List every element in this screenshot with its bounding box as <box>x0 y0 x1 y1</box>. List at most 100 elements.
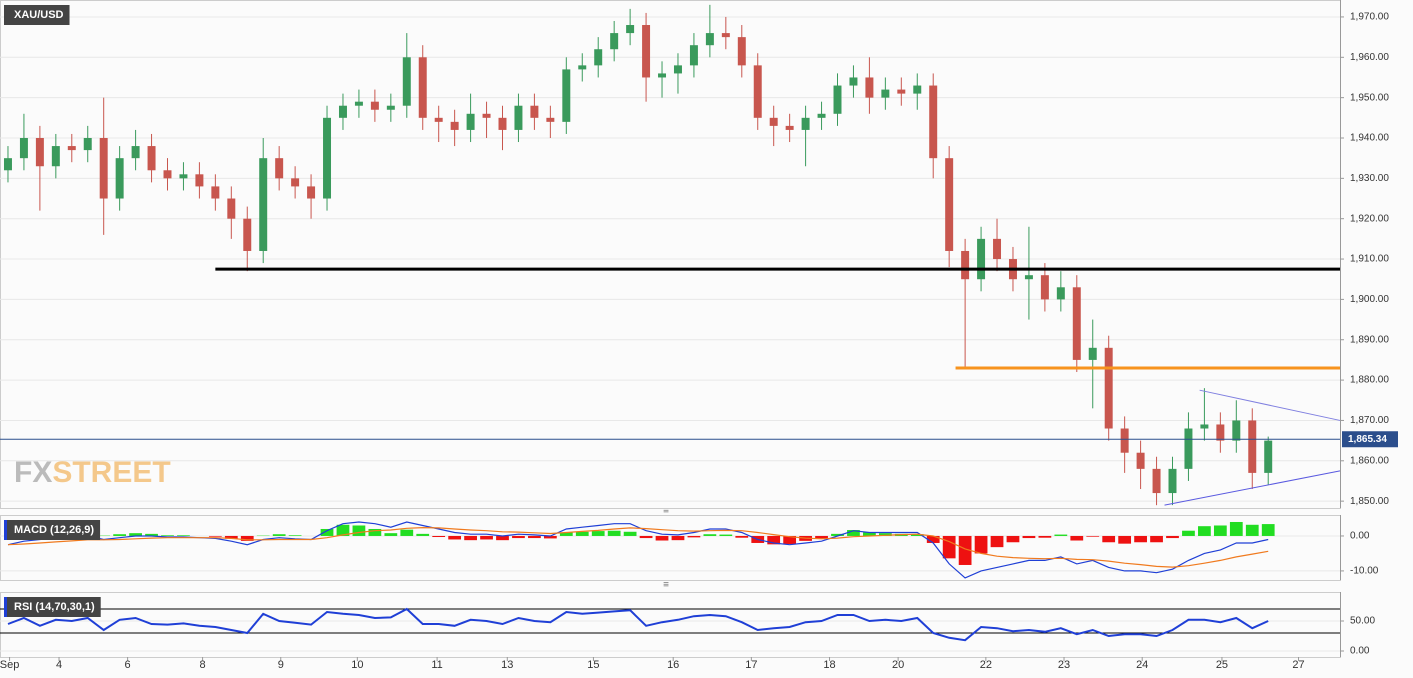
y-tick-label: 1,880.00 <box>1350 375 1389 386</box>
candle-body <box>562 69 571 122</box>
candle-body <box>753 65 762 118</box>
histogram-bar <box>639 535 653 539</box>
panel-title: RSI (14,70,30,1) <box>14 601 95 613</box>
candle-body <box>498 117 507 130</box>
histogram-bar <box>1118 535 1132 544</box>
histogram-bar <box>496 535 509 541</box>
histogram-bar <box>719 534 733 536</box>
histogram-bar <box>847 530 860 536</box>
histogram-bar <box>1213 525 1227 536</box>
histogram-bar <box>767 535 781 545</box>
histogram-bar <box>272 534 286 536</box>
candle-body <box>370 101 379 110</box>
y-tick-label: 0.00 <box>1350 531 1370 542</box>
histogram-bar <box>145 533 158 536</box>
candle-body <box>530 105 539 118</box>
candle-body <box>195 174 204 187</box>
histogram-bar <box>1198 526 1211 536</box>
x-tick-label: 25 <box>1216 659 1228 671</box>
candle-body <box>402 57 411 106</box>
candle-body <box>1120 428 1129 453</box>
y-tick-label: 1,910.00 <box>1350 254 1389 265</box>
panel-title: XAU/USD <box>14 9 64 21</box>
candle-body <box>3 158 12 171</box>
histogram-bar <box>735 535 749 538</box>
histogram-bar <box>288 535 302 536</box>
x-tick-label: 10 <box>351 659 363 671</box>
candle-body <box>881 89 890 98</box>
candle-body <box>865 77 874 98</box>
candle-body <box>817 113 826 118</box>
candle-body <box>785 125 794 130</box>
histogram-bar <box>161 535 174 536</box>
y-tick-label: 1,850.00 <box>1350 496 1389 507</box>
histogram-bar <box>974 535 988 554</box>
candle-body <box>833 85 842 114</box>
candle-body <box>51 146 60 167</box>
candle-body <box>658 73 667 78</box>
candle-body <box>1152 468 1161 494</box>
x-tick-label: Sep <box>0 659 19 671</box>
histogram-bar <box>1150 535 1163 543</box>
histogram-bar <box>129 533 142 536</box>
histogram-bar <box>1038 535 1052 538</box>
histogram-bar <box>671 535 685 541</box>
candle-body <box>67 146 76 151</box>
candle-body <box>546 117 555 122</box>
histogram-bar <box>432 535 446 538</box>
x-tick-label: 16 <box>667 659 679 671</box>
x-tick-label: 9 <box>278 659 284 671</box>
panel-title-marker <box>4 597 7 617</box>
histogram-bar <box>910 534 924 536</box>
candle-body <box>945 158 954 251</box>
candle-body <box>1184 428 1193 469</box>
y-tick-label: 1,860.00 <box>1350 455 1389 466</box>
histogram-bar <box>224 535 238 539</box>
y-tick-label: 1,970.00 <box>1350 12 1389 23</box>
histogram-bar <box>926 535 940 543</box>
x-tick-label: 22 <box>980 659 992 671</box>
histogram-bar <box>1182 530 1195 536</box>
candle-body <box>993 238 1002 260</box>
panel-title: MACD (12,26,9) <box>14 524 94 536</box>
watermark-part: FX <box>14 456 52 489</box>
candle-body <box>211 186 220 199</box>
candle-body <box>610 33 619 50</box>
histogram-bar <box>1070 535 1084 541</box>
last-price-box <box>1342 431 1398 448</box>
x-tick-label: 27 <box>1292 659 1304 671</box>
histogram-bar <box>1022 535 1036 539</box>
histogram-bar <box>863 532 876 536</box>
histogram-bar <box>990 535 1004 548</box>
histogram-bar <box>528 535 541 539</box>
histogram-bar <box>1086 535 1100 537</box>
candle-body <box>19 137 28 159</box>
y-tick-label: 1,940.00 <box>1350 133 1389 144</box>
candle-body <box>929 85 938 159</box>
candle-body <box>578 65 587 70</box>
histogram-bar <box>607 530 621 536</box>
candle-body <box>259 158 268 251</box>
histogram-bar <box>512 535 525 539</box>
candle-body <box>673 65 682 74</box>
y-tick-label: 1,870.00 <box>1350 415 1389 426</box>
candle-body <box>1136 452 1145 469</box>
histogram-bar <box>464 535 477 541</box>
histogram-bar <box>878 533 892 536</box>
panel-title-box <box>4 5 70 25</box>
x-tick-label: 4 <box>56 659 62 671</box>
x-tick-label: 11 <box>431 659 442 671</box>
histogram-bar <box>591 531 605 536</box>
histogram-bar <box>575 531 589 536</box>
histogram-bar <box>320 528 334 536</box>
candle-body <box>1072 287 1081 360</box>
histogram-bar <box>368 528 382 536</box>
candle-body <box>769 117 778 126</box>
watermark-part: STREET <box>52 456 170 489</box>
candle-body <box>705 33 714 46</box>
y-tick-label: 1,930.00 <box>1350 173 1389 184</box>
candle-body <box>977 238 986 280</box>
candle-body <box>131 146 140 159</box>
histogram-bar <box>1261 524 1275 536</box>
